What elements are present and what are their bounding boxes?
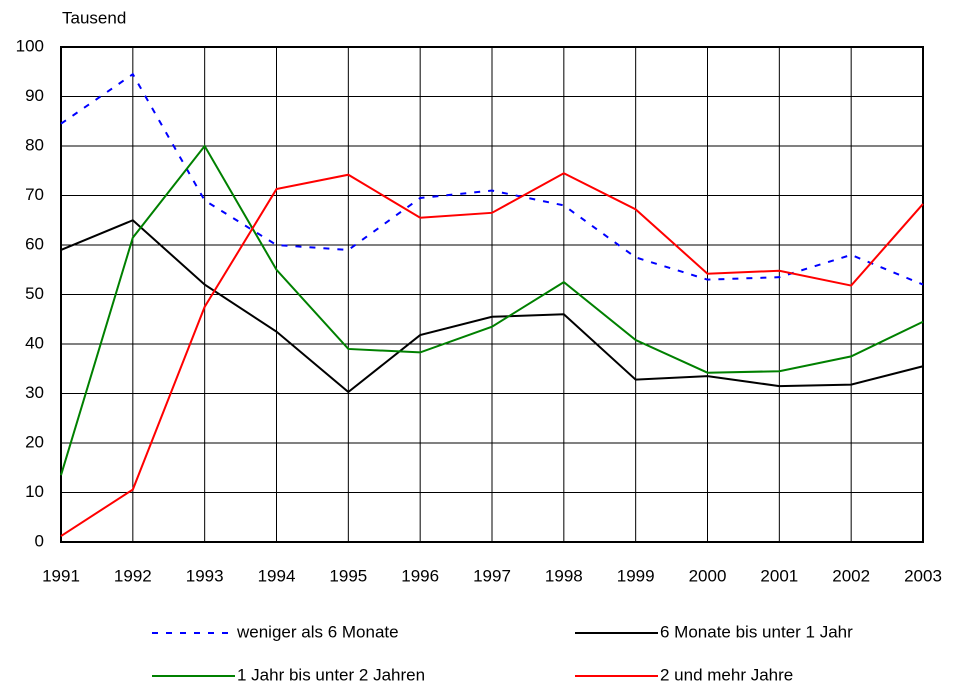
y-tick-label: 30: [25, 383, 44, 402]
line: [60, 144, 924, 476]
legend-label: 6 Monate bis unter 1 Jahr: [660, 622, 853, 641]
plot-border: [60, 46, 924, 543]
y-tick-label: 70: [25, 185, 44, 204]
legend-label: 1 Jahr bis unter 2 Jahren: [237, 665, 425, 684]
y-tick-label: 80: [25, 135, 44, 154]
x-tick-label: 1993: [186, 566, 224, 585]
x-tick-label: 2002: [832, 566, 870, 585]
y-tick-label: 10: [25, 482, 44, 501]
y-axis-label: Tausend: [62, 8, 126, 27]
y-tick-label: 20: [25, 432, 44, 451]
y-tick-label: 0: [35, 531, 44, 550]
x-tick-label: 1998: [545, 566, 583, 585]
legend-label: weniger als 6 Monate: [236, 622, 399, 641]
x-tick-label: 1994: [258, 566, 296, 585]
y-tick-label: 40: [25, 333, 44, 352]
y-tick-label: 60: [25, 234, 44, 253]
line: [60, 172, 924, 537]
x-tick-label: 1991: [42, 566, 80, 585]
x-tick-label: 1995: [329, 566, 367, 585]
x-tick-label: 1997: [473, 566, 511, 585]
y-tick-label: 90: [25, 86, 44, 105]
line: [60, 72, 924, 286]
y-tick-label: 100: [16, 36, 44, 55]
x-tick-label: 2001: [760, 566, 798, 585]
x-tick-label: 1996: [401, 566, 439, 585]
legend-label: 2 und mehr Jahre: [660, 665, 793, 684]
x-tick-label: 1999: [617, 566, 655, 585]
x-tick-label: 2003: [904, 566, 942, 585]
y-tick-label: 50: [25, 284, 44, 303]
x-tick-label: 2000: [689, 566, 727, 585]
line: [60, 219, 924, 394]
x-tick-label: 1992: [114, 566, 152, 585]
